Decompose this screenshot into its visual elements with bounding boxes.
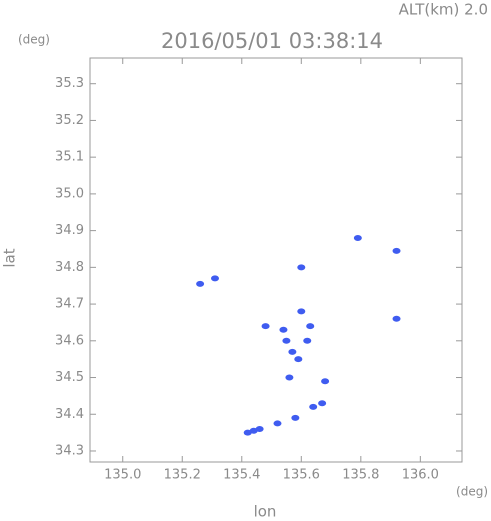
echo [288, 348, 297, 355]
y-tick-label: 35.2 [55, 113, 84, 128]
x-unit: (deg) [456, 485, 488, 499]
y-tick-label: 35.3 [55, 76, 84, 91]
echo [392, 315, 401, 322]
echo [291, 414, 300, 421]
echo [321, 378, 330, 385]
y-tick-label: 34.6 [55, 333, 84, 348]
x-tick-label: 136.0 [402, 468, 439, 483]
echo [210, 275, 219, 282]
subtitle: ALT(km) 2.0 [399, 1, 488, 19]
echo [249, 427, 258, 434]
echo [303, 337, 312, 344]
x-tick-label: 135.6 [283, 468, 320, 483]
echo [285, 374, 294, 381]
y-unit: (deg) [18, 33, 50, 47]
echo [309, 403, 318, 410]
x-tick-label: 135.2 [164, 468, 201, 483]
echo [261, 323, 270, 330]
y-axis-label: lat [1, 248, 19, 267]
y-tick-label: 34.4 [55, 407, 84, 422]
echo [297, 308, 306, 315]
y-tick-label: 35.0 [55, 186, 84, 201]
echo [318, 400, 327, 407]
echo [279, 326, 288, 333]
echo [282, 337, 291, 344]
echo [306, 323, 315, 330]
y-tick-label: 35.1 [55, 150, 84, 165]
y-tick-label: 34.3 [55, 443, 84, 458]
x-tick-label: 135.0 [104, 468, 141, 483]
y-tick-label: 34.8 [55, 260, 84, 275]
echo [196, 280, 205, 287]
echo [353, 234, 362, 241]
x-tick-label: 135.8 [342, 468, 379, 483]
echo [273, 420, 282, 427]
echo [297, 264, 306, 271]
plot-frame [89, 57, 463, 463]
y-tick-label: 34.5 [55, 370, 84, 385]
echo [392, 247, 401, 254]
chart-title: 2016/05/01 03:38:14 [161, 29, 383, 53]
echo [294, 356, 303, 363]
x-axis-label: lon [254, 503, 277, 521]
y-tick-label: 34.9 [55, 223, 84, 238]
x-tick-label: 135.4 [223, 468, 260, 483]
y-tick-label: 34.7 [55, 297, 84, 312]
